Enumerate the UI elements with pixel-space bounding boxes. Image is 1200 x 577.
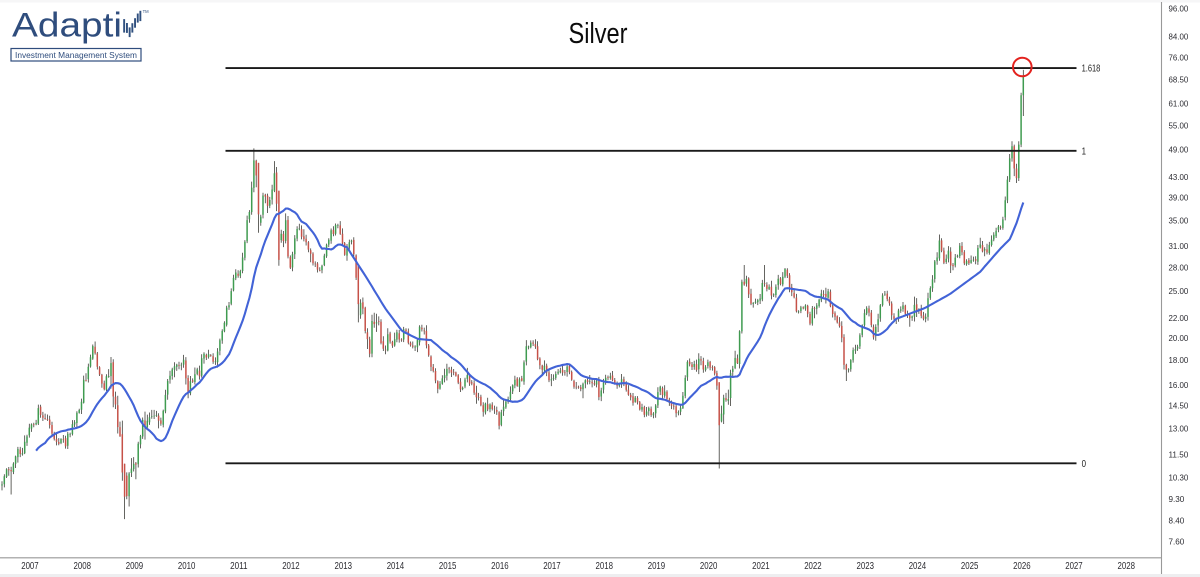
svg-text:2022: 2022 bbox=[804, 561, 822, 572]
svg-text:2027: 2027 bbox=[1065, 561, 1083, 572]
svg-text:2010: 2010 bbox=[178, 561, 196, 572]
svg-text:35.00: 35.00 bbox=[1169, 216, 1189, 226]
svg-text:22.00: 22.00 bbox=[1169, 313, 1189, 323]
svg-text:68.50: 68.50 bbox=[1169, 74, 1189, 84]
svg-text:2011: 2011 bbox=[230, 561, 248, 572]
svg-text:2019: 2019 bbox=[648, 561, 666, 572]
svg-text:Investment Management System: Investment Management System bbox=[15, 50, 137, 60]
svg-text:2015: 2015 bbox=[439, 561, 457, 572]
svg-text:20.00: 20.00 bbox=[1169, 333, 1189, 343]
svg-text:2008: 2008 bbox=[74, 561, 92, 572]
svg-text:11.50: 11.50 bbox=[1169, 449, 1189, 459]
svg-text:9.30: 9.30 bbox=[1169, 494, 1185, 504]
svg-text:55.00: 55.00 bbox=[1169, 121, 1189, 131]
svg-text:31.00: 31.00 bbox=[1169, 241, 1189, 251]
svg-text:18.00: 18.00 bbox=[1169, 355, 1189, 365]
svg-text:2020: 2020 bbox=[700, 561, 718, 572]
svg-text:10.30: 10.30 bbox=[1169, 473, 1189, 483]
svg-text:2013: 2013 bbox=[335, 561, 353, 572]
svg-text:39.00: 39.00 bbox=[1169, 193, 1189, 203]
svg-text:2017: 2017 bbox=[543, 561, 561, 572]
svg-text:61.00: 61.00 bbox=[1169, 99, 1189, 109]
svg-text:25.00: 25.00 bbox=[1169, 286, 1189, 296]
svg-text:2021: 2021 bbox=[752, 561, 770, 572]
svg-text:28.00: 28.00 bbox=[1169, 262, 1189, 272]
svg-text:14.50: 14.50 bbox=[1169, 401, 1189, 411]
svg-text:2007: 2007 bbox=[21, 561, 39, 572]
svg-text:2025: 2025 bbox=[961, 561, 979, 572]
svg-text:2023: 2023 bbox=[857, 561, 875, 572]
svg-text:43.00: 43.00 bbox=[1169, 172, 1189, 182]
svg-text:2028: 2028 bbox=[1118, 561, 1136, 572]
svg-text:2024: 2024 bbox=[909, 561, 927, 572]
svg-text:84.00: 84.00 bbox=[1169, 31, 1189, 41]
svg-text:2012: 2012 bbox=[282, 561, 300, 572]
svg-text:8.40: 8.40 bbox=[1169, 515, 1185, 525]
svg-text:1: 1 bbox=[1082, 146, 1086, 157]
svg-text:1.618: 1.618 bbox=[1082, 64, 1101, 75]
svg-text:76.00: 76.00 bbox=[1169, 53, 1189, 63]
svg-text:0: 0 bbox=[1082, 459, 1087, 470]
svg-text:16.00: 16.00 bbox=[1169, 380, 1189, 390]
svg-text:49.00: 49.00 bbox=[1169, 145, 1189, 155]
svg-text:2018: 2018 bbox=[596, 561, 614, 572]
svg-text:7.60: 7.60 bbox=[1169, 537, 1185, 547]
svg-text:2016: 2016 bbox=[491, 561, 509, 572]
svg-text:2026: 2026 bbox=[1013, 561, 1031, 572]
svg-text:96.00: 96.00 bbox=[1169, 3, 1189, 13]
svg-text:TM: TM bbox=[143, 9, 150, 14]
svg-text:2009: 2009 bbox=[126, 561, 144, 572]
svg-text:Silver: Silver bbox=[569, 18, 628, 50]
svg-text:2014: 2014 bbox=[387, 561, 405, 572]
svg-text:13.00: 13.00 bbox=[1169, 424, 1189, 434]
svg-text:Adapti: Adapti bbox=[12, 7, 122, 45]
